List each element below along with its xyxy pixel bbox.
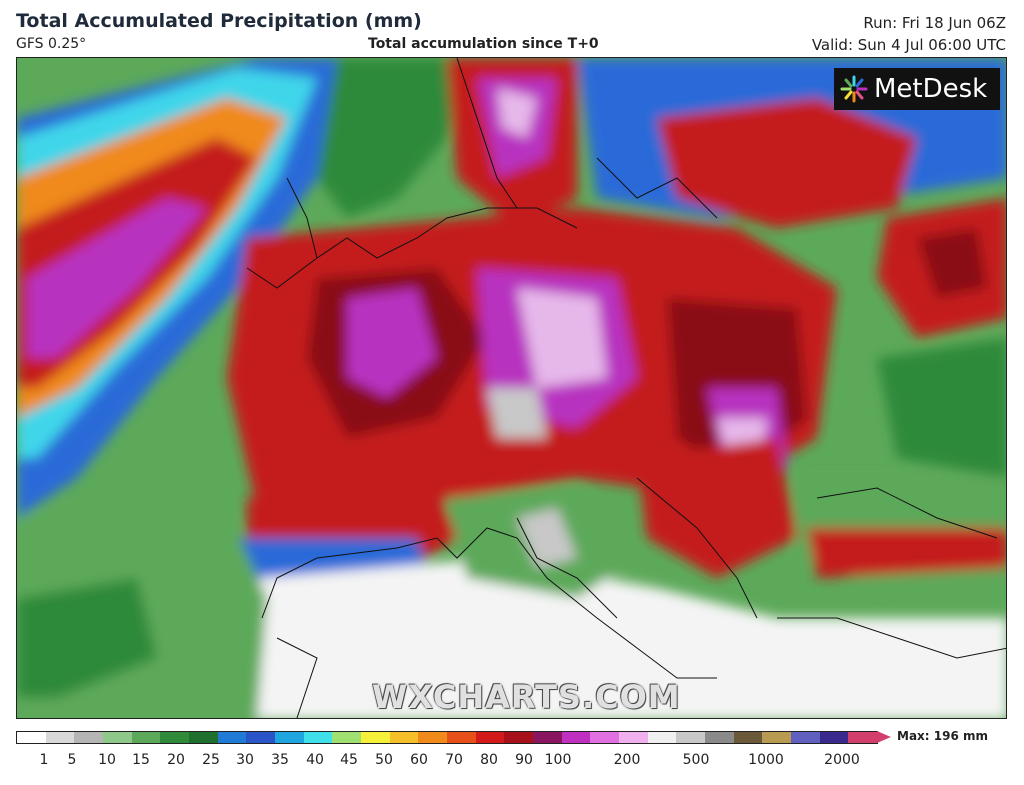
color-swatch: [848, 732, 878, 743]
scale-tick-label: 45: [340, 752, 358, 768]
color-swatch: [332, 732, 362, 743]
scale-tick-label: 1000: [748, 752, 784, 768]
scale-tick-label: 80: [480, 752, 498, 768]
scale-tick-label: 60: [410, 752, 428, 768]
scale-tick-label: 500: [682, 752, 710, 768]
watermark: WXCHARTS.COM: [372, 678, 681, 716]
metdesk-logo: MetDesk: [834, 68, 1000, 110]
color-scale-bar: [16, 731, 878, 744]
map-canvas: [17, 58, 1006, 718]
color-swatch: [762, 732, 792, 743]
color-swatch: [45, 732, 75, 743]
color-swatch: [246, 732, 276, 743]
chart-subtitle: Total accumulation since T+0: [368, 36, 599, 52]
color-swatch: [619, 732, 648, 743]
color-swatch: [74, 732, 104, 743]
color-swatch: [475, 732, 505, 743]
color-swatch: [303, 732, 333, 743]
logo-text: MetDesk: [874, 74, 988, 104]
scale-tick-label: 2000: [824, 752, 860, 768]
color-swatch: [791, 732, 820, 743]
scale-tick-label: 90: [515, 752, 533, 768]
scale-tick-label: 15: [132, 752, 150, 768]
color-swatch: [676, 732, 706, 743]
run-time: Run: Fri 18 Jun 06Z: [863, 14, 1006, 32]
color-swatch: [533, 732, 562, 743]
scale-tick-label: 30: [236, 752, 254, 768]
scale-tick-label: 25: [202, 752, 220, 768]
color-swatch: [733, 732, 763, 743]
color-swatch: [389, 732, 419, 743]
model-label: GFS 0.25°: [16, 36, 87, 52]
color-swatch: [17, 732, 46, 743]
valid-time: Valid: Sun 4 Jul 06:00 UTC: [811, 36, 1006, 54]
max-value-label: Max: 196 mm: [897, 729, 988, 743]
color-swatch: [561, 732, 591, 743]
color-swatch: [275, 732, 304, 743]
color-swatch: [418, 732, 448, 743]
scale-tick-label: 40: [306, 752, 324, 768]
color-swatch: [103, 732, 132, 743]
color-swatch: [647, 732, 677, 743]
scale-tick-label: 1: [39, 752, 49, 768]
color-swatch: [361, 732, 390, 743]
scale-tick-label: 50: [375, 752, 393, 768]
color-scale-arrow: [877, 731, 891, 743]
color-swatch: [819, 732, 849, 743]
scale-tick-label: 70: [445, 752, 463, 768]
color-swatch: [504, 732, 534, 743]
sunburst-logo-icon: [840, 75, 868, 103]
color-swatch: [160, 732, 190, 743]
scale-tick-label: 200: [613, 752, 641, 768]
chart-title: Total Accumulated Precipitation (mm): [16, 10, 422, 32]
scale-tick-label: 35: [271, 752, 289, 768]
color-swatch: [131, 732, 161, 743]
color-swatch: [447, 732, 476, 743]
scale-tick-label: 10: [98, 752, 116, 768]
color-swatch: [189, 732, 218, 743]
scale-tick-label: 100: [544, 752, 572, 768]
color-swatch: [705, 732, 734, 743]
precipitation-map[interactable]: MetDesk WXCHARTS.COM: [16, 57, 1007, 719]
scale-tick-label: 20: [167, 752, 185, 768]
scale-tick-label: 5: [67, 752, 77, 768]
color-swatch: [217, 732, 247, 743]
coastlines: [246, 58, 1006, 718]
color-swatch: [590, 732, 620, 743]
